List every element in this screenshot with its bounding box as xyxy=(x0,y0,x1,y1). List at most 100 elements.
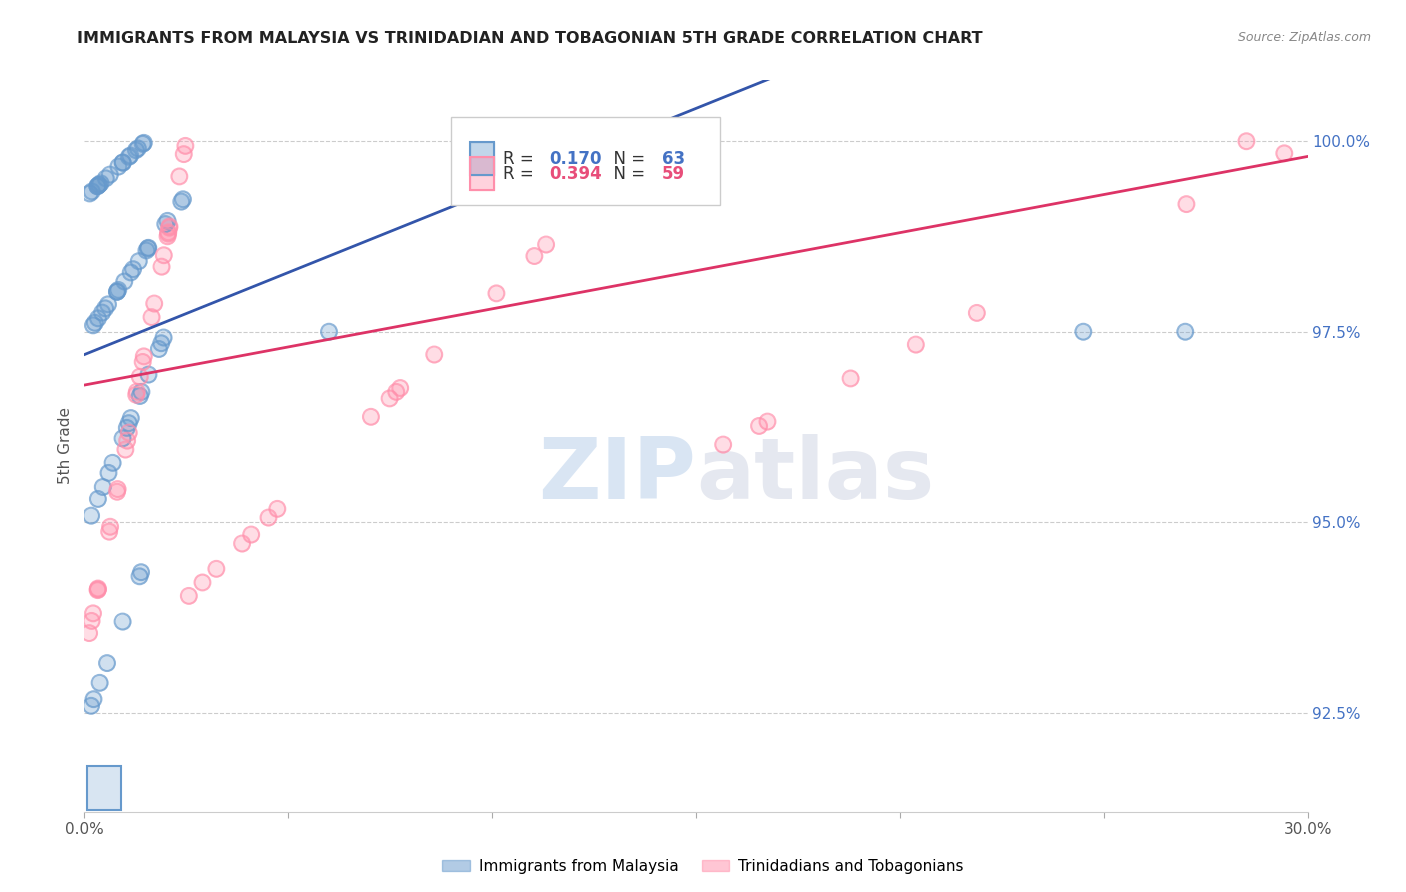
Point xyxy=(87,582,110,596)
Point xyxy=(86,583,108,598)
Point xyxy=(97,466,120,480)
Point xyxy=(143,296,166,310)
Point xyxy=(904,337,927,351)
Point xyxy=(756,415,779,429)
Text: 63: 63 xyxy=(662,150,685,168)
FancyBboxPatch shape xyxy=(470,143,494,176)
Point xyxy=(132,350,155,364)
Point xyxy=(423,347,446,361)
Point xyxy=(131,355,153,369)
Point xyxy=(87,582,110,597)
Point xyxy=(118,150,141,164)
Point xyxy=(87,491,110,506)
Point xyxy=(128,389,150,403)
Point xyxy=(107,283,129,297)
Point xyxy=(156,214,179,228)
Point xyxy=(378,392,401,406)
Point xyxy=(170,194,193,209)
Point xyxy=(111,155,134,169)
Point xyxy=(150,260,173,274)
Point xyxy=(423,347,446,361)
Point xyxy=(152,330,174,344)
Point xyxy=(136,241,159,255)
Point xyxy=(128,569,150,583)
Point xyxy=(96,656,118,670)
Text: IMMIGRANTS FROM MALAYSIA VS TRINIDADIAN AND TOBAGONIAN 5TH GRADE CORRELATION CHA: IMMIGRANTS FROM MALAYSIA VS TRINIDADIAN … xyxy=(77,31,983,46)
Point xyxy=(96,656,118,670)
Point xyxy=(152,330,174,344)
Point xyxy=(114,442,136,457)
Point xyxy=(111,155,134,169)
Point xyxy=(90,176,112,190)
Point xyxy=(87,178,110,192)
Point xyxy=(98,168,121,182)
Point xyxy=(231,536,253,550)
Point xyxy=(80,508,103,523)
Point xyxy=(127,141,149,155)
Point xyxy=(79,186,101,201)
Point xyxy=(122,262,145,277)
Point xyxy=(1175,197,1198,211)
Point xyxy=(125,384,148,399)
Point xyxy=(91,480,114,494)
Point xyxy=(86,179,108,194)
Point xyxy=(87,311,110,326)
Point xyxy=(177,589,200,603)
Point xyxy=(101,456,124,470)
Point xyxy=(129,565,152,579)
Point xyxy=(82,318,104,333)
Point xyxy=(360,409,382,424)
Point xyxy=(231,536,253,550)
Point xyxy=(86,583,108,598)
Point xyxy=(91,305,114,319)
Point xyxy=(122,262,145,277)
Point xyxy=(1073,325,1095,339)
Point xyxy=(205,562,228,576)
Point xyxy=(205,562,228,576)
Point xyxy=(118,425,141,440)
Point xyxy=(98,168,121,182)
Point xyxy=(534,237,557,252)
Point xyxy=(378,392,401,406)
Point xyxy=(191,575,214,590)
Point xyxy=(266,501,288,516)
Point xyxy=(120,411,142,425)
Point xyxy=(156,214,179,228)
Point xyxy=(115,421,138,435)
Point xyxy=(485,286,508,301)
Point xyxy=(904,337,927,351)
Point xyxy=(266,501,288,516)
FancyBboxPatch shape xyxy=(87,765,121,810)
Point xyxy=(107,160,129,174)
Point xyxy=(389,381,412,395)
Text: ZIP: ZIP xyxy=(538,434,696,516)
Point xyxy=(114,442,136,457)
Point xyxy=(82,607,104,621)
Point xyxy=(711,437,734,451)
Text: atlas: atlas xyxy=(696,434,934,516)
Point xyxy=(159,219,181,234)
Point xyxy=(159,219,181,234)
Point xyxy=(91,305,114,319)
Point xyxy=(136,241,159,255)
Point xyxy=(157,227,180,241)
Point xyxy=(257,510,280,524)
Point xyxy=(87,582,110,597)
Point xyxy=(87,491,110,506)
Point xyxy=(131,355,153,369)
Point xyxy=(132,350,155,364)
Point xyxy=(97,466,120,480)
Point xyxy=(1236,134,1258,148)
Point xyxy=(136,241,159,255)
Point xyxy=(128,389,150,403)
Point xyxy=(756,415,779,429)
Point xyxy=(1175,197,1198,211)
Point xyxy=(748,419,770,434)
Point xyxy=(257,510,280,524)
Point xyxy=(107,482,129,496)
Text: R =: R = xyxy=(503,150,538,168)
Point xyxy=(82,607,104,621)
Point xyxy=(129,565,152,579)
Point xyxy=(120,148,142,162)
Point xyxy=(136,241,159,255)
